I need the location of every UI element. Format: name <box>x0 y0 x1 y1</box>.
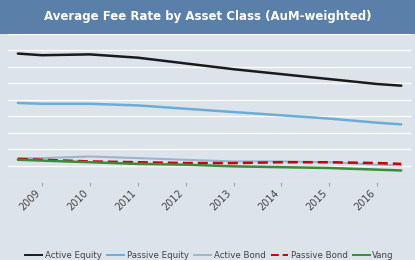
Text: Average Fee Rate by Asset Class (AuM-weighted): Average Fee Rate by Asset Class (AuM-wei… <box>44 10 371 23</box>
Legend: Active Equity, Passive Equity, Active Bond, Passive Bond, Vang: Active Equity, Passive Equity, Active Bo… <box>22 248 398 260</box>
